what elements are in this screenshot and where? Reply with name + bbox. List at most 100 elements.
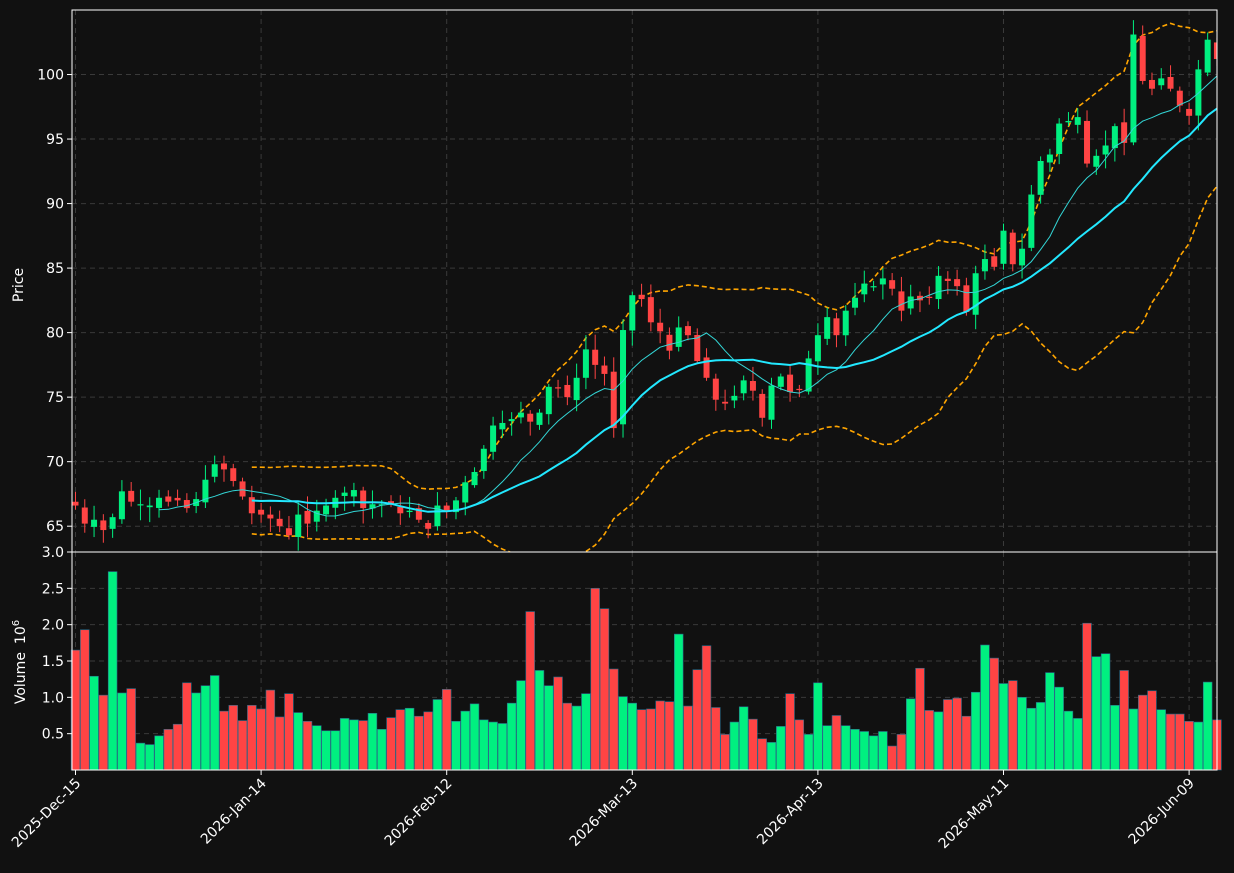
candle-body xyxy=(323,505,330,515)
candle-body xyxy=(341,492,348,496)
candle-body xyxy=(490,425,497,452)
volume-tick-label: 2.5 xyxy=(42,581,64,597)
candle xyxy=(981,244,988,280)
volume-bar xyxy=(191,692,201,771)
volume-bar xyxy=(748,718,758,771)
candle xyxy=(1028,184,1035,252)
candle xyxy=(146,497,153,523)
candle xyxy=(1121,108,1128,156)
candle xyxy=(1158,68,1165,90)
candle-body xyxy=(944,278,951,281)
candle-body xyxy=(889,280,896,289)
candle-body xyxy=(415,508,422,520)
candle-body xyxy=(350,490,357,497)
candle xyxy=(313,499,320,532)
candle xyxy=(620,319,627,438)
candle xyxy=(443,502,450,519)
candle-body xyxy=(1019,248,1026,266)
candle-body xyxy=(629,295,636,331)
volume-bar xyxy=(970,691,981,771)
volume-bar xyxy=(729,721,740,771)
volume-bar xyxy=(1156,709,1166,771)
candle-body xyxy=(109,517,116,529)
candle xyxy=(852,282,859,316)
candle xyxy=(1037,156,1044,204)
candle-body xyxy=(1084,120,1091,164)
volume-bar xyxy=(599,608,610,771)
candle xyxy=(991,247,998,271)
volume-bar xyxy=(312,725,322,771)
bollinger-lower-line xyxy=(251,185,1217,552)
candle xyxy=(517,401,524,424)
volume-bar xyxy=(1073,718,1083,771)
volume-bar xyxy=(256,708,266,771)
bollinger-upper-line xyxy=(251,22,1217,490)
candle xyxy=(1139,25,1146,85)
candle xyxy=(397,495,404,525)
candle xyxy=(471,467,478,488)
volume-bar xyxy=(720,734,730,771)
volume-bar xyxy=(701,645,712,771)
candle xyxy=(1084,110,1091,168)
candle-body xyxy=(267,514,274,519)
candle-body xyxy=(1046,154,1053,163)
volume-bar xyxy=(460,710,470,771)
candle-body xyxy=(759,393,766,418)
candle-body xyxy=(452,500,459,513)
volume-bar xyxy=(850,729,860,771)
candle xyxy=(935,266,942,309)
candle-body xyxy=(211,464,218,477)
candle-body xyxy=(787,374,794,392)
candle xyxy=(657,308,664,344)
volume-bar xyxy=(1147,690,1157,771)
volume-bar xyxy=(1184,721,1194,771)
candle-body xyxy=(907,296,914,309)
candle-body xyxy=(397,506,404,514)
candle-body xyxy=(610,371,617,429)
volume-bar xyxy=(933,711,944,771)
candle-body xyxy=(360,490,367,509)
candle-body xyxy=(128,490,135,502)
candle xyxy=(842,305,849,346)
candle-body xyxy=(601,365,608,374)
volume-bar xyxy=(302,721,313,771)
volume-exponent-power: 6 xyxy=(11,620,22,626)
volume-y-ticks: 0.5 1.0 1.5 2.0 2.5 3.0 xyxy=(42,545,72,743)
volume-bar xyxy=(200,685,211,771)
volume-bar xyxy=(228,705,238,771)
price-grid xyxy=(72,10,1217,552)
candle-body xyxy=(462,482,469,503)
volume-bar xyxy=(1128,708,1139,771)
volume-bar xyxy=(414,715,424,771)
candle xyxy=(731,385,738,409)
candle xyxy=(972,265,979,330)
candle-body xyxy=(1056,123,1063,154)
candle xyxy=(703,348,710,381)
volume-tick-label: 1.5 xyxy=(42,654,64,670)
candle xyxy=(81,499,88,533)
candle xyxy=(712,373,719,411)
volume-bar xyxy=(1035,702,1046,771)
candle xyxy=(684,321,691,341)
candle xyxy=(573,363,580,412)
volume-bar xyxy=(952,697,962,771)
candle-body xyxy=(981,259,988,272)
candle-body xyxy=(954,279,961,287)
candle xyxy=(490,416,497,460)
candle xyxy=(1074,108,1081,134)
volume-axis-label-text: Volume xyxy=(13,652,29,704)
volume-bar xyxy=(1202,681,1213,771)
volume-bar xyxy=(544,685,554,771)
volume-bar xyxy=(664,701,675,771)
candle xyxy=(248,485,255,525)
candle xyxy=(1130,20,1137,146)
candle-body xyxy=(675,327,682,347)
price-tick-label: 80 xyxy=(46,326,64,342)
volume-bar xyxy=(553,676,563,771)
candle xyxy=(276,510,283,533)
volume-bar xyxy=(1119,670,1129,771)
candle xyxy=(267,506,274,532)
candle-body xyxy=(146,505,153,508)
candle xyxy=(1065,112,1072,127)
candle-body xyxy=(796,388,803,391)
